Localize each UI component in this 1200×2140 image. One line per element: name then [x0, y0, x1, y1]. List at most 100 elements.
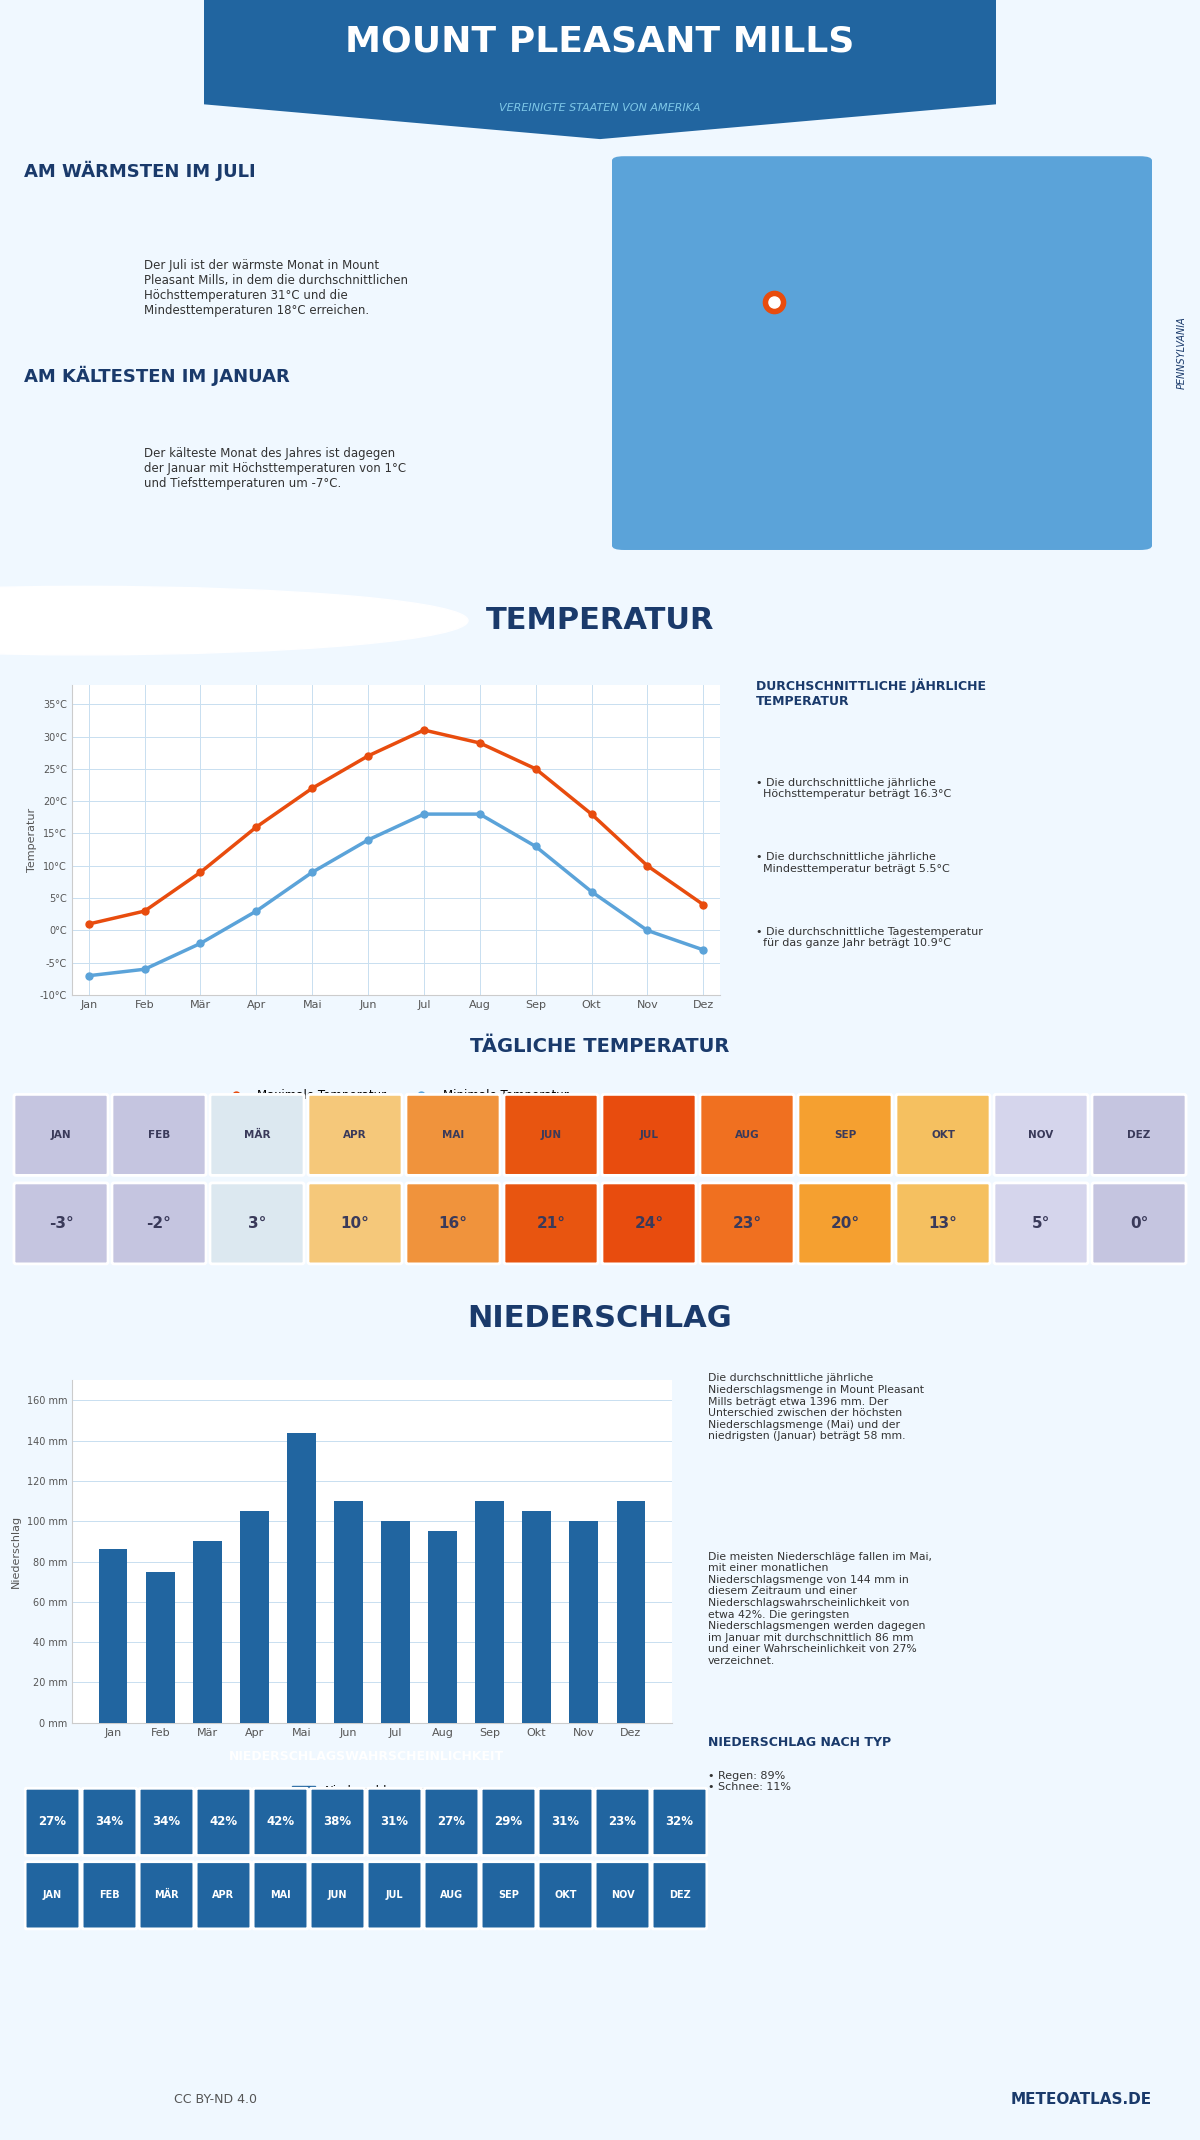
FancyBboxPatch shape: [504, 1094, 598, 1175]
FancyBboxPatch shape: [406, 1183, 500, 1265]
Text: MAI: MAI: [442, 1130, 464, 1141]
Text: MÄR: MÄR: [154, 1890, 179, 1900]
Text: AM KÄLTESTEN IM JANUAR: AM KÄLTESTEN IM JANUAR: [24, 366, 289, 385]
Text: NIEDERSCHLAGSWAHRSCHEINLICHKEIT: NIEDERSCHLAGSWAHRSCHEINLICHKEIT: [228, 1751, 504, 1763]
FancyBboxPatch shape: [139, 1789, 194, 1855]
Y-axis label: Temperatur: Temperatur: [28, 809, 37, 871]
Text: Die durchschnittliche jährliche
Niederschlagsmenge in Mount Pleasant
Mills beträ: Die durchschnittliche jährliche Niedersc…: [708, 1374, 924, 1442]
Text: DURCHSCHNITTLICHE JÄHRLICHE
TEMPERATUR: DURCHSCHNITTLICHE JÄHRLICHE TEMPERATUR: [756, 678, 986, 708]
Text: METEOATLAS.DE: METEOATLAS.DE: [1010, 2091, 1152, 2108]
Text: Die meisten Niederschläge fallen im Mai,
mit einer monatlichen
Niederschlagsmeng: Die meisten Niederschläge fallen im Mai,…: [708, 1552, 932, 1665]
Text: DEZ: DEZ: [1127, 1130, 1151, 1141]
Text: 31%: 31%: [552, 1815, 580, 1828]
Text: AUG: AUG: [440, 1890, 463, 1900]
FancyBboxPatch shape: [481, 1789, 536, 1855]
FancyBboxPatch shape: [1092, 1094, 1186, 1175]
Text: OKT: OKT: [554, 1890, 577, 1900]
Text: 38%: 38%: [324, 1815, 352, 1828]
FancyBboxPatch shape: [798, 1094, 892, 1175]
Text: 20°: 20°: [830, 1216, 859, 1230]
FancyBboxPatch shape: [82, 1789, 137, 1855]
FancyBboxPatch shape: [196, 1862, 251, 1928]
Bar: [617, 1500, 644, 1723]
FancyBboxPatch shape: [602, 1183, 696, 1265]
FancyBboxPatch shape: [25, 1789, 80, 1855]
Text: 34%: 34%: [152, 1815, 180, 1828]
Text: JAN: JAN: [43, 1890, 62, 1900]
Text: 13°: 13°: [929, 1216, 958, 1230]
FancyBboxPatch shape: [367, 1862, 422, 1928]
Bar: [335, 1500, 362, 1723]
Text: -2°: -2°: [146, 1216, 172, 1230]
Text: APR: APR: [212, 1890, 234, 1900]
Text: JUL: JUL: [385, 1890, 403, 1900]
FancyBboxPatch shape: [25, 1862, 80, 1928]
Text: 16°: 16°: [438, 1216, 468, 1230]
Text: Der kälteste Monat des Jahres ist dagegen
der Januar mit Höchsttemperaturen von : Der kälteste Monat des Jahres ist dagege…: [144, 447, 406, 490]
Text: APR: APR: [343, 1130, 367, 1141]
Text: • Die durchschnittliche Tagestemperatur
  für das ganze Jahr beträgt 10.9°C: • Die durchschnittliche Tagestemperatur …: [756, 927, 983, 948]
Text: 31%: 31%: [380, 1815, 408, 1828]
FancyBboxPatch shape: [196, 1789, 251, 1855]
FancyBboxPatch shape: [253, 1789, 308, 1855]
FancyBboxPatch shape: [308, 1094, 402, 1175]
FancyBboxPatch shape: [602, 1094, 696, 1175]
Text: MOUNT PLEASANT MILLS: MOUNT PLEASANT MILLS: [346, 26, 854, 58]
FancyBboxPatch shape: [652, 1862, 707, 1928]
Text: 24°: 24°: [635, 1216, 664, 1230]
Text: FEB: FEB: [100, 1890, 120, 1900]
Text: PENNSYLVANIA: PENNSYLVANIA: [1177, 317, 1187, 389]
FancyBboxPatch shape: [14, 1094, 108, 1175]
Text: 27%: 27%: [438, 1815, 466, 1828]
Bar: [428, 1532, 457, 1723]
FancyBboxPatch shape: [994, 1183, 1088, 1265]
FancyBboxPatch shape: [112, 1094, 206, 1175]
Bar: [382, 1522, 409, 1723]
Text: 23°: 23°: [732, 1216, 762, 1230]
Text: TEMPERATUR: TEMPERATUR: [486, 606, 714, 636]
Text: VEREINIGTE STAATEN VON AMERIKA: VEREINIGTE STAATEN VON AMERIKA: [499, 103, 701, 113]
Text: Der Juli ist der wärmste Monat in Mount
Pleasant Mills, in dem die durchschnittl: Der Juli ist der wärmste Monat in Mount …: [144, 259, 408, 317]
FancyBboxPatch shape: [210, 1094, 304, 1175]
Text: JUN: JUN: [540, 1130, 562, 1141]
FancyBboxPatch shape: [481, 1862, 536, 1928]
Text: AUG: AUG: [734, 1130, 760, 1141]
Bar: [287, 1432, 316, 1723]
Text: NIEDERSCHLAG NACH TYP: NIEDERSCHLAG NACH TYP: [708, 1736, 892, 1748]
FancyBboxPatch shape: [896, 1094, 990, 1175]
Bar: [475, 1500, 504, 1723]
Text: MÄR: MÄR: [244, 1130, 270, 1141]
FancyBboxPatch shape: [994, 1094, 1088, 1175]
Text: NIEDERSCHLAG: NIEDERSCHLAG: [468, 1303, 732, 1333]
Text: 32%: 32%: [666, 1815, 694, 1828]
Text: OKT: OKT: [931, 1130, 955, 1141]
FancyBboxPatch shape: [406, 1094, 500, 1175]
FancyBboxPatch shape: [595, 1862, 650, 1928]
FancyBboxPatch shape: [798, 1183, 892, 1265]
FancyBboxPatch shape: [210, 1183, 304, 1265]
Text: • Die durchschnittliche jährliche
  Höchsttemperatur beträgt 16.3°C: • Die durchschnittliche jährliche Höchst…: [756, 777, 952, 800]
FancyBboxPatch shape: [14, 1183, 108, 1265]
Text: JUL: JUL: [640, 1130, 659, 1141]
Text: 10°: 10°: [341, 1216, 370, 1230]
Text: • Die durchschnittliche jährliche
  Mindesttemperatur beträgt 5.5°C: • Die durchschnittliche jährliche Mindes…: [756, 852, 949, 873]
Text: DEZ: DEZ: [668, 1890, 690, 1900]
FancyBboxPatch shape: [612, 156, 1152, 550]
Text: NOV: NOV: [611, 1890, 635, 1900]
Text: CC BY-ND 4.0: CC BY-ND 4.0: [174, 2093, 258, 2106]
Bar: [522, 1511, 551, 1723]
FancyBboxPatch shape: [595, 1789, 650, 1855]
FancyBboxPatch shape: [367, 1789, 422, 1855]
Text: -3°: -3°: [49, 1216, 73, 1230]
Bar: [146, 1571, 174, 1723]
Text: 42%: 42%: [210, 1815, 238, 1828]
Legend: Maximale Temperatur, Minimale Temperatur: Maximale Temperatur, Minimale Temperatur: [218, 1085, 574, 1106]
Text: 34%: 34%: [96, 1815, 124, 1828]
FancyBboxPatch shape: [538, 1789, 593, 1855]
Text: 3°: 3°: [248, 1216, 266, 1230]
Text: 29%: 29%: [494, 1815, 522, 1828]
Text: SEP: SEP: [498, 1890, 518, 1900]
FancyBboxPatch shape: [82, 1862, 137, 1928]
Legend: Niederschlagssumme: Niederschlagssumme: [287, 1780, 457, 1802]
Circle shape: [0, 586, 468, 655]
